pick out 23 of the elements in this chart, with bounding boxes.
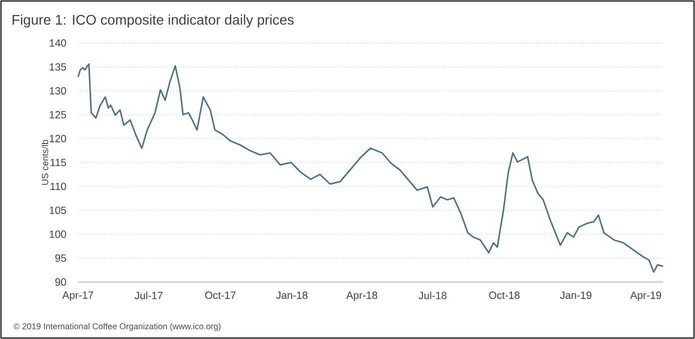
y-tick-label: 95	[55, 254, 66, 262]
y-tick-label: 130	[50, 87, 66, 95]
chart-title: Figure 1: ICO composite indicator daily prices	[12, 14, 294, 28]
x-tick-label: Jul-17	[134, 292, 162, 300]
x-tick-label: Apr-17	[62, 292, 94, 301]
y-tick-label: 140	[50, 39, 66, 47]
x-tick-label: Apr-18	[346, 292, 378, 301]
x-tick-label: Jan-18	[276, 292, 308, 299]
y-tick-label: 90	[55, 278, 66, 286]
x-tick-label: Apr-19	[630, 292, 662, 301]
x-tick-label: Jan-19	[560, 292, 592, 299]
y-tick-label: 100	[50, 230, 66, 238]
x-tick-label: Jul-18	[418, 292, 447, 300]
y-tick-label: 105	[50, 206, 66, 214]
y-axis-title: US cents/lb	[42, 140, 48, 185]
y-tick-label: 120	[50, 134, 66, 142]
x-tick-label: Oct-18	[489, 292, 520, 299]
y-tick-label: 125	[50, 111, 66, 118]
y-tick-label: 135	[50, 63, 66, 71]
text: © 2019 International Coffee Organization (www.ico.org)	[14, 323, 221, 331]
x-tick-label: Oct-17	[205, 292, 236, 299]
y-tick-label: 110	[50, 182, 66, 190]
y-tick-label: 115	[50, 158, 66, 166]
